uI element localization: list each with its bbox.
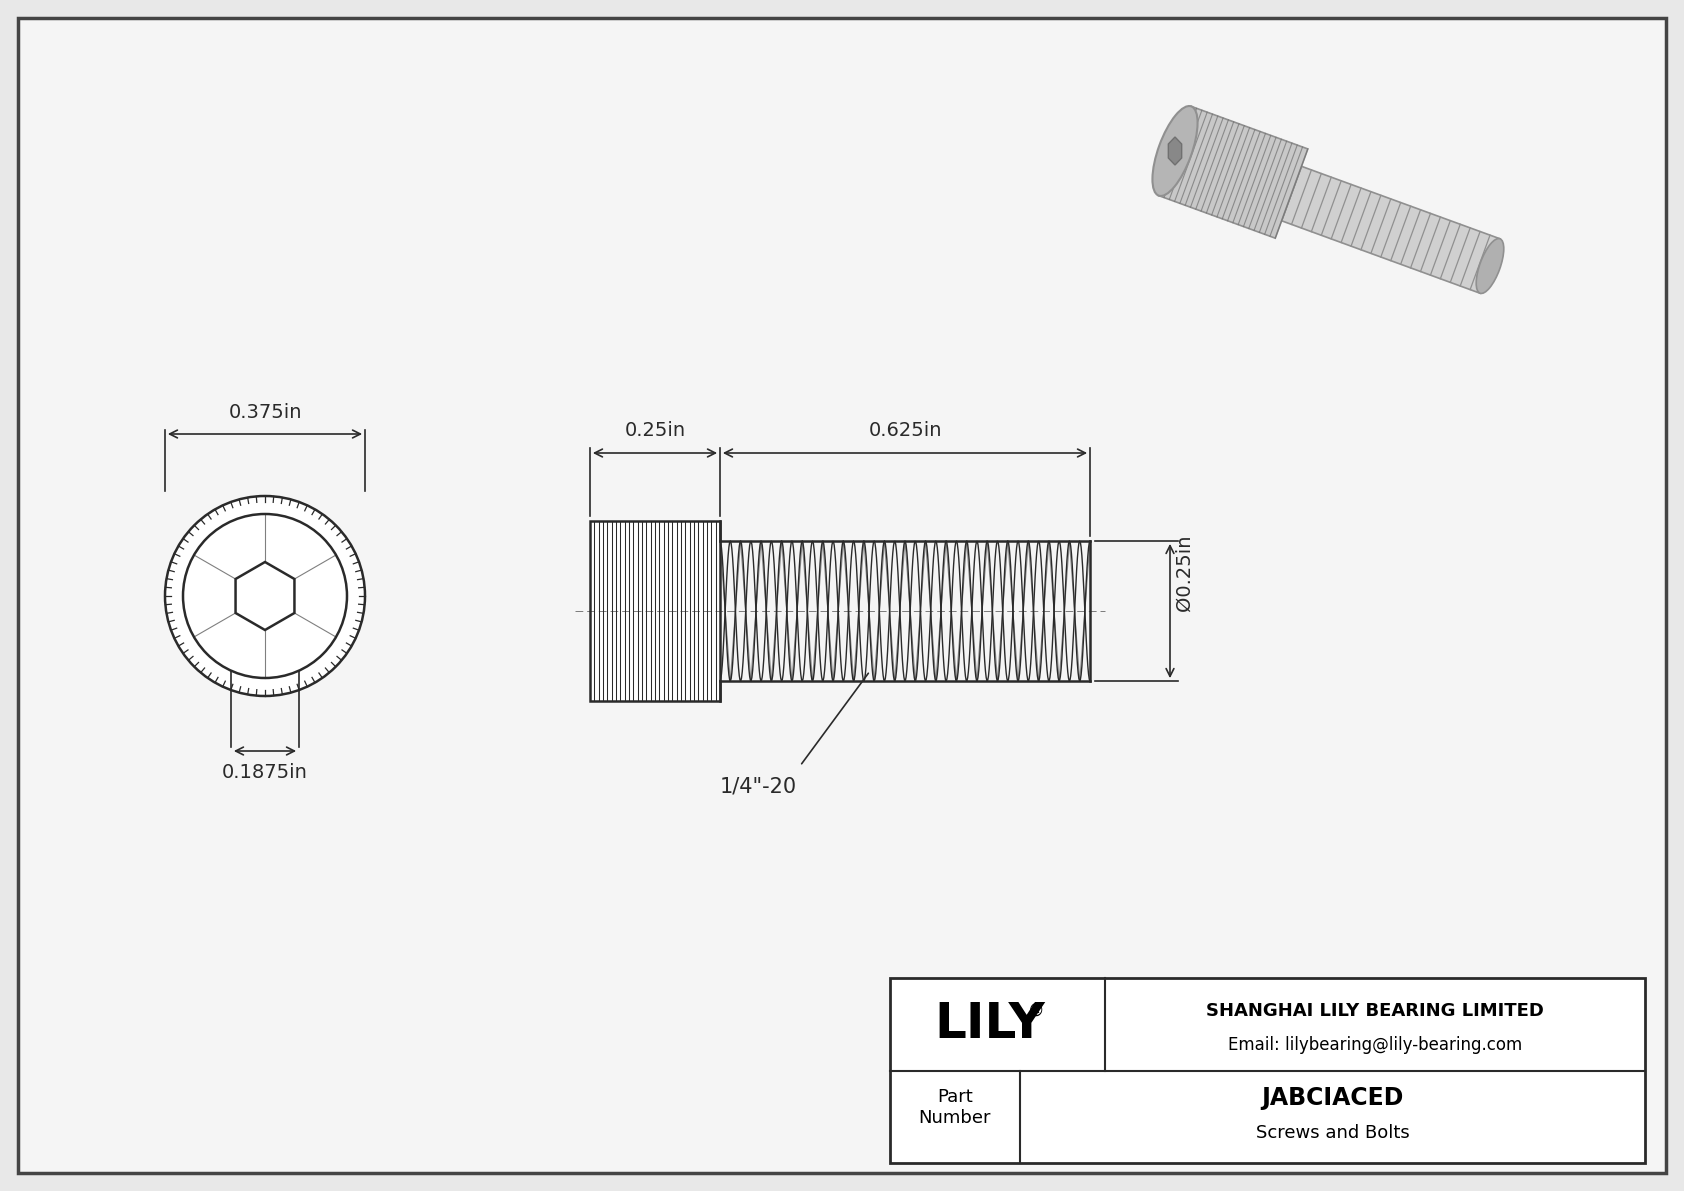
Text: Screws and Bolts: Screws and Bolts	[1256, 1124, 1410, 1142]
Text: 0.625in: 0.625in	[869, 420, 941, 439]
Bar	[891, 978, 1645, 1162]
Circle shape	[165, 495, 365, 696]
Polygon shape	[1169, 137, 1182, 166]
Text: LILY: LILY	[935, 1000, 1044, 1048]
Bar	[589, 520, 721, 701]
Text: 0.1875in: 0.1875in	[222, 763, 308, 782]
Text: JABCIACED: JABCIACED	[1261, 1086, 1404, 1110]
Text: 0.375in: 0.375in	[229, 403, 301, 422]
Text: Email: lilybearing@lily-bearing.com: Email: lilybearing@lily-bearing.com	[1228, 1036, 1522, 1054]
Ellipse shape	[1152, 106, 1197, 197]
Polygon shape	[1282, 167, 1500, 293]
Text: Ø0.25in: Ø0.25in	[1174, 535, 1194, 611]
Circle shape	[184, 515, 347, 678]
Polygon shape	[1159, 106, 1308, 238]
Text: SHANGHAI LILY BEARING LIMITED: SHANGHAI LILY BEARING LIMITED	[1206, 1003, 1544, 1021]
Ellipse shape	[1477, 238, 1504, 293]
Text: 0.25in: 0.25in	[625, 420, 685, 439]
Polygon shape	[236, 562, 295, 630]
Text: Part
Number: Part Number	[919, 1089, 992, 1127]
Text: 1/4"-20: 1/4"-20	[721, 777, 797, 796]
Text: ®: ®	[1027, 1002, 1044, 1019]
